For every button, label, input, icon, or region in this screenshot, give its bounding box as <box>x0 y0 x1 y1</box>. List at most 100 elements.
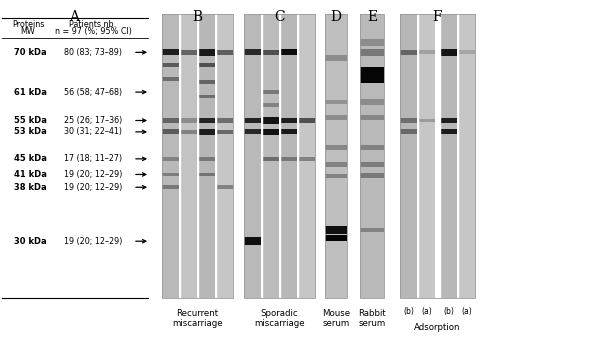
Bar <box>162 185 179 189</box>
Bar <box>325 14 347 298</box>
Bar <box>280 49 297 53</box>
Bar <box>162 49 179 56</box>
Bar <box>244 14 261 298</box>
Bar <box>298 118 315 123</box>
Bar <box>198 129 215 135</box>
Bar <box>325 145 347 150</box>
Bar <box>162 14 233 298</box>
Text: serum: serum <box>358 319 386 328</box>
Text: 56 (58; 47–68): 56 (58; 47–68) <box>64 87 122 97</box>
Bar <box>162 63 179 67</box>
Bar <box>325 162 347 167</box>
Bar <box>280 14 297 298</box>
Text: serum: serum <box>322 319 350 328</box>
Text: A: A <box>69 10 79 24</box>
Bar <box>360 173 384 178</box>
Bar <box>298 14 315 298</box>
Bar <box>360 145 384 150</box>
Bar <box>198 80 215 84</box>
Bar <box>360 49 384 56</box>
Bar <box>162 129 179 135</box>
Text: Mouse: Mouse <box>322 309 350 318</box>
Bar <box>244 129 261 135</box>
Bar <box>216 185 233 189</box>
Text: MW: MW <box>20 27 35 36</box>
Bar <box>262 103 279 107</box>
Bar <box>198 118 215 123</box>
Bar <box>458 14 475 298</box>
Bar <box>280 118 297 123</box>
Bar <box>400 118 417 123</box>
Text: 30 (31; 22–41): 30 (31; 22–41) <box>64 127 122 136</box>
Bar <box>440 14 457 298</box>
Bar <box>458 51 475 54</box>
Bar <box>418 14 435 298</box>
Bar <box>360 115 384 120</box>
Bar <box>440 118 457 123</box>
Text: E: E <box>367 10 377 24</box>
Text: 38 kDa: 38 kDa <box>14 183 46 192</box>
Text: 19 (20; 12–29): 19 (20; 12–29) <box>64 237 122 246</box>
Bar <box>440 129 457 135</box>
Text: (b): (b) <box>403 307 414 316</box>
Bar <box>162 118 179 123</box>
Bar <box>162 14 179 298</box>
Text: C: C <box>274 10 285 24</box>
Text: 19 (20; 12–29): 19 (20; 12–29) <box>64 183 122 192</box>
Bar <box>400 14 475 298</box>
Bar <box>262 50 279 55</box>
Text: F: F <box>433 10 442 24</box>
Bar <box>180 50 197 55</box>
Bar <box>360 99 384 105</box>
Bar <box>162 173 179 176</box>
Bar <box>180 130 197 134</box>
Bar <box>360 228 384 232</box>
Text: 19 (20; 12–29): 19 (20; 12–29) <box>64 170 122 179</box>
Bar <box>216 50 233 55</box>
Text: Rabbit: Rabbit <box>358 309 386 318</box>
Text: Adsorption: Adsorption <box>414 323 461 332</box>
Bar <box>244 237 261 245</box>
Bar <box>244 14 315 298</box>
Bar <box>280 129 297 135</box>
Bar <box>360 39 384 46</box>
Bar <box>400 129 417 135</box>
Bar <box>325 100 347 104</box>
Bar <box>216 118 233 122</box>
Text: 61 kDa: 61 kDa <box>14 87 46 97</box>
Bar <box>325 235 347 241</box>
Text: 55 kDa: 55 kDa <box>14 116 46 125</box>
Bar <box>360 14 384 298</box>
Bar <box>244 49 261 56</box>
Bar <box>198 95 215 98</box>
Bar <box>198 63 215 67</box>
Bar <box>325 226 347 234</box>
Bar <box>400 14 417 298</box>
Bar <box>262 129 279 135</box>
Text: (a): (a) <box>461 307 472 316</box>
Text: 70 kDa: 70 kDa <box>14 48 46 57</box>
Text: Proteins: Proteins <box>12 20 44 29</box>
Text: Recurrent: Recurrent <box>176 309 218 318</box>
Bar <box>418 50 435 55</box>
Bar <box>262 90 279 94</box>
Bar <box>180 118 197 122</box>
Text: miscarriage: miscarriage <box>172 319 223 328</box>
Bar <box>418 119 435 122</box>
Bar <box>325 173 347 178</box>
Bar <box>262 118 279 124</box>
Text: 17 (18; 11–27): 17 (18; 11–27) <box>64 154 122 163</box>
Bar <box>216 14 233 298</box>
Bar <box>360 14 384 298</box>
Bar <box>198 157 215 161</box>
Text: miscarriage: miscarriage <box>254 319 305 328</box>
Bar <box>262 157 279 161</box>
Bar <box>360 67 384 83</box>
Text: (b): (b) <box>443 307 454 316</box>
Bar <box>360 162 384 167</box>
Text: D: D <box>331 10 341 24</box>
Text: 80 (83; 73–89): 80 (83; 73–89) <box>64 48 122 57</box>
Bar <box>440 49 457 56</box>
Bar <box>244 118 261 123</box>
Bar <box>298 157 315 161</box>
